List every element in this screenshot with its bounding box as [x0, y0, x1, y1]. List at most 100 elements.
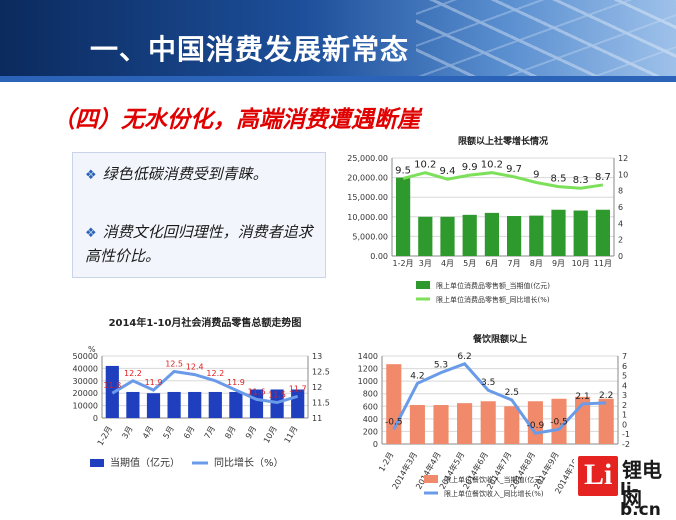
x-tick-label: 6月 [485, 259, 498, 268]
y-tick-label: 1200 [358, 365, 378, 374]
bar [457, 403, 473, 444]
legend-label: 同比增长（%） [214, 456, 284, 469]
y2-tick-label: 2 [622, 401, 627, 410]
logo-url: li-b.cn [620, 480, 661, 520]
x-tick-label: 3月 [419, 259, 432, 268]
bar [167, 391, 181, 418]
y2-tick-label: 7 [622, 352, 627, 361]
x-tick-label: 11月 [594, 259, 612, 268]
bar [551, 209, 566, 256]
x-tick-label: 4月 [141, 425, 155, 441]
data-label: 9.4 [440, 166, 456, 177]
x-tick-label: 7月 [203, 425, 217, 441]
bar [188, 391, 202, 418]
y-tick-label: 20,000.00 [347, 174, 388, 183]
keyboard-photo [416, 0, 676, 80]
bar [386, 364, 402, 444]
y-tick-label: 0 [373, 440, 378, 449]
site-logo: Li 锂电网 li-b.cn [574, 450, 676, 520]
bar [126, 391, 140, 418]
diamond-bullet-icon: ❖ [85, 168, 97, 183]
y-tick-label: 10000 [73, 402, 98, 411]
y-tick-label: 15,000.00 [347, 193, 388, 202]
y-tick-label: 5,000.00 [352, 232, 388, 241]
bar [595, 209, 611, 256]
legend-label: 限上单位消费品零售额_同比增长(%) [436, 295, 550, 304]
y2-tick-label: 10 [618, 170, 628, 179]
y-tick-label: 0 [93, 414, 98, 423]
y2-tick-label: 2 [618, 236, 623, 245]
chart-title: 2014年1-10月社会消费品零售总额走势图 [109, 316, 302, 329]
y-tick-label: 30000 [73, 377, 98, 386]
legend-swatch [424, 475, 438, 483]
bar [433, 405, 449, 444]
diamond-bullet-icon: ❖ [85, 226, 97, 241]
data-label: 8.7 [595, 172, 611, 183]
bar [418, 216, 433, 256]
y2-tick-label: -1 [622, 430, 630, 439]
data-label: 11.6 [248, 387, 266, 396]
y2-tick-label: 12.5 [312, 368, 330, 377]
chart-total-retail: 2014年1-10月社会消费品零售总额走势图 0 10000 20000 30000 40… [73, 316, 330, 469]
bar [551, 398, 567, 444]
bar [395, 177, 411, 256]
y-unit-label: % [88, 345, 96, 354]
data-label: 2.2 [599, 391, 613, 401]
data-label: 4.2 [410, 371, 424, 381]
bar [291, 389, 305, 418]
data-label: 11.5 [268, 391, 286, 400]
y2-tick-label: 5 [622, 372, 627, 381]
bar [409, 405, 425, 444]
legend-swatch [416, 281, 430, 289]
y-tick-label: 40000 [73, 364, 98, 373]
y-tick-label: 800 [363, 390, 378, 399]
data-label: 11.9 [227, 378, 245, 387]
x-tick-label: 1-2月 [377, 451, 395, 474]
y2-tick-label: 11.5 [312, 399, 330, 408]
legend-swatch [90, 459, 104, 467]
legend-label: 限上单位餐饮收入_当期值(亿元) [444, 475, 544, 484]
y2-tick-label: -2 [622, 440, 630, 449]
x-tick-label: 8月 [223, 425, 237, 441]
x-tick-label: 6月 [182, 425, 196, 441]
data-label: 12.5 [165, 360, 183, 369]
legend-label: 限上单位消费品零售额_当期值(亿元) [436, 281, 550, 290]
series-line [402, 171, 604, 190]
y2-tick-label: 0 [618, 252, 623, 261]
data-label: 11.9 [145, 378, 163, 387]
page-title: 一、中国消费发展新常态 [90, 33, 410, 66]
y-tick-label: 10,000.00 [347, 213, 388, 222]
y-tick-label: 25,000.00 [347, 154, 388, 163]
y-tick-label: 1000 [358, 377, 378, 386]
data-label: 10.2 [414, 160, 436, 171]
x-tick-label: 7月 [508, 259, 521, 268]
page-subtitle: （四）无水份化，高端消费遭遇断崖 [52, 107, 420, 133]
chart-retail-growth: 限额以上社零增长情况 0.00 5,000.00 10,000.00 15,000.00… [347, 135, 628, 304]
x-tick-label: 9月 [244, 425, 258, 441]
data-label: -0.9 [527, 421, 545, 431]
data-label: 5.3 [434, 361, 448, 371]
data-label: 10.2 [481, 160, 503, 171]
legend-label: 限上单位餐饮收入_同比增长(%) [444, 489, 544, 498]
data-label: 8.3 [573, 175, 589, 186]
header-banner [0, 0, 676, 80]
x-tick-label: 9月 [552, 259, 565, 268]
data-label: 2.5 [505, 388, 519, 398]
y-tick-label: 200 [363, 427, 378, 436]
y2-tick-label: 3 [622, 391, 627, 400]
y2-tick-label: 0 [622, 420, 627, 429]
x-tick-label: 1-2月 [393, 259, 414, 268]
data-label: 8.5 [551, 174, 567, 185]
data-label: 11.8 [103, 381, 121, 390]
series-line [392, 362, 607, 435]
x-tick-label: 5月 [161, 425, 175, 441]
x-tick-label: 1-2月 [96, 425, 114, 448]
bar [208, 391, 222, 418]
bar [484, 212, 500, 256]
bullet-item: ❖ 绿色低碳消费受到青睐。 [85, 163, 313, 187]
x-tick-label: 3月 [120, 425, 134, 441]
bar [598, 398, 614, 444]
x-tick-label: 11月 [283, 425, 300, 445]
bar [480, 401, 496, 444]
logo-name: 锂电网 [622, 458, 662, 511]
